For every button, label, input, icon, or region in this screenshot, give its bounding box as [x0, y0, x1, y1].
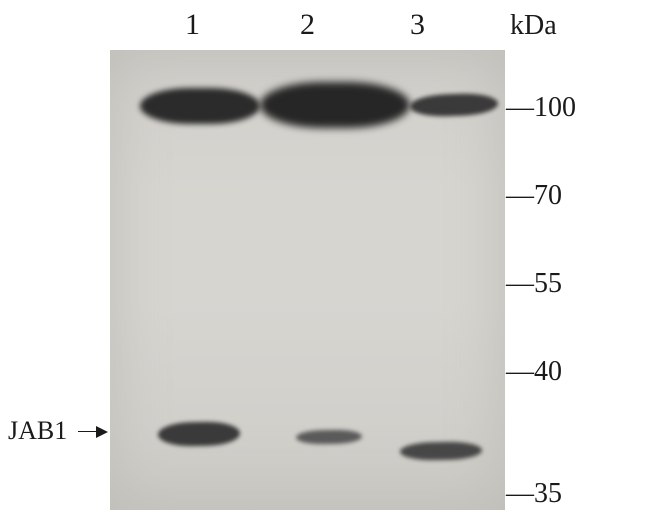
jab1-label: JAB1	[8, 416, 67, 446]
jab1-arrow-icon	[78, 426, 108, 438]
mw-55: —55	[506, 268, 562, 300]
lane-label-2: 2	[300, 8, 315, 42]
lane-label-1: 1	[185, 8, 200, 42]
western-blot-figure: 1 2 3 kDa —100 —70 —55 —40 —35 JAB1	[0, 0, 650, 531]
kda-label: kDa	[510, 10, 557, 42]
mw-100: —100	[506, 92, 576, 124]
mw-40: —40	[506, 356, 562, 388]
lane-label-3: 3	[410, 8, 425, 42]
mw-70: —70	[506, 180, 562, 212]
mw-35: —35	[506, 478, 562, 510]
band-lane2-100kda	[260, 82, 410, 128]
blot-membrane	[110, 50, 505, 510]
band-lane1-100kda	[140, 88, 260, 124]
